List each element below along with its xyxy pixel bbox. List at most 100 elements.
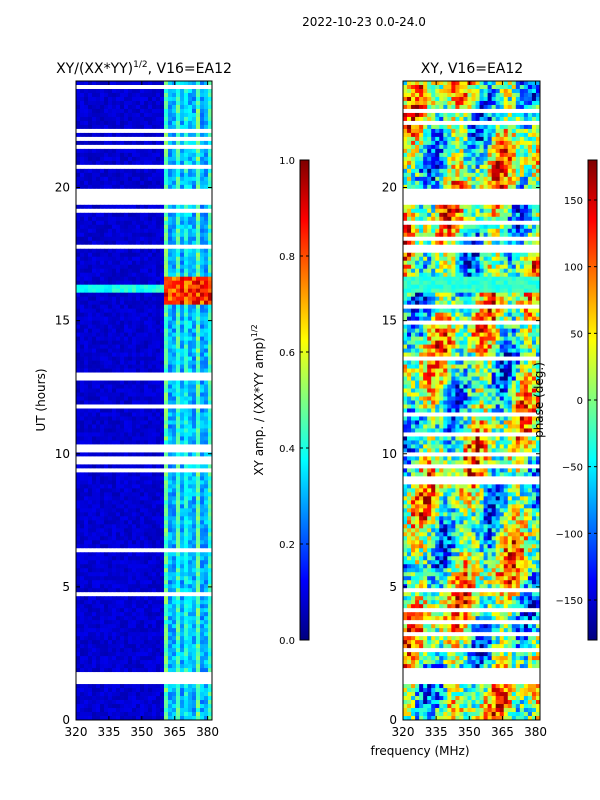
amplitude-cell: [84, 260, 89, 266]
amplitude-cell: [124, 588, 129, 593]
amplitude-cell: [112, 320, 117, 326]
amplitude-cell: [88, 592, 93, 597]
amplitude-cell: [108, 424, 113, 429]
amplitude-cell: [80, 212, 85, 218]
amplitude-cell: [152, 220, 157, 226]
amplitude-cell: [96, 612, 101, 617]
amplitude-cell: [156, 248, 161, 254]
amplitude-cell: [88, 528, 93, 533]
amplitude-cell: [104, 348, 109, 353]
amplitude-cell: [188, 268, 193, 274]
amplitude-cell: [204, 172, 209, 178]
amplitude-cell: [200, 280, 205, 286]
amplitude-cell: [128, 124, 133, 130]
amplitude-cell: [184, 304, 189, 310]
amplitude-cell: [104, 312, 109, 318]
amplitude-cell: [196, 272, 201, 278]
amplitude-cell: [184, 196, 189, 202]
amplitude-cell: [164, 180, 169, 186]
amplitude-cell: [112, 164, 117, 170]
amplitude-cell: [116, 628, 121, 633]
amplitude-cell: [184, 412, 189, 417]
amplitude-cell: [164, 572, 169, 577]
amplitude-cell: [84, 108, 89, 114]
amplitude-cell: [160, 652, 165, 657]
amplitude-cell: [196, 652, 201, 657]
amplitude-cell: [96, 600, 101, 605]
amplitude-cell: [104, 548, 109, 553]
amplitude-cell: [196, 524, 201, 529]
amplitude-cell: [96, 280, 101, 286]
amplitude-cell: [200, 652, 205, 657]
amplitude-cell: [204, 380, 209, 385]
amplitude-cell: [116, 636, 121, 641]
amplitude-cell: [136, 348, 141, 353]
amplitude-cell: [88, 312, 93, 318]
amplitude-cell: [152, 620, 157, 625]
amplitude-cell: [196, 452, 201, 457]
amplitude-cell: [204, 448, 209, 453]
amplitude-cell: [112, 176, 117, 182]
amplitude-cell: [204, 660, 209, 665]
amplitude-cell: [104, 552, 109, 557]
amplitude-cell: [144, 308, 149, 314]
amplitude-cell: [80, 296, 85, 302]
amplitude-cell: [192, 352, 197, 357]
amplitude-cell: [156, 572, 161, 577]
amplitude-cell: [92, 392, 97, 397]
amplitude-cell: [88, 556, 93, 561]
amplitude-cell: [192, 356, 197, 361]
amplitude-cell: [184, 264, 189, 270]
amplitude-cell: [184, 560, 189, 565]
amplitude-cell: [156, 280, 161, 286]
amplitude-cell: [208, 108, 213, 114]
amplitude-cell: [200, 568, 205, 573]
amplitude-cell: [184, 496, 189, 501]
amplitude-cell: [172, 336, 177, 341]
amplitude-cell: [168, 648, 173, 653]
amplitude-cell: [140, 224, 145, 230]
amplitude-cell: [128, 448, 133, 453]
amplitude-cell: [144, 284, 149, 290]
amplitude-cell: [184, 81, 189, 86]
amplitude-cell: [88, 132, 93, 138]
amplitude-cell: [100, 332, 105, 337]
amplitude-cell: [132, 392, 137, 397]
amplitude-cell: [92, 588, 97, 593]
amplitude-cell: [136, 664, 141, 669]
amplitude-cell: [192, 116, 197, 122]
amplitude-cell: [148, 596, 153, 601]
amplitude-cell: [116, 476, 121, 481]
amplitude-cell: [148, 664, 153, 669]
amplitude-cell: [96, 132, 101, 138]
amplitude-cell: [120, 492, 125, 497]
amplitude-cell: [196, 624, 201, 629]
amplitude-cell: [180, 632, 185, 637]
amplitude-cell: [148, 284, 153, 290]
amplitude-cell: [132, 632, 137, 637]
amplitude-cell: [136, 492, 141, 497]
amplitude-cell: [148, 556, 153, 561]
amplitude-cell: [188, 632, 193, 637]
amplitude-cell: [88, 156, 93, 162]
amplitude-cell: [176, 588, 181, 593]
amplitude-cell: [184, 448, 189, 453]
amplitude-cell: [88, 608, 93, 613]
amplitude-cell: [160, 84, 165, 90]
amplitude-cell: [184, 112, 189, 118]
amplitude-cell: [80, 144, 85, 150]
amplitude-cell: [204, 300, 209, 306]
amplitude-cell: [120, 536, 125, 541]
amplitude-cell: [108, 216, 113, 222]
amplitude-cell: [172, 256, 177, 262]
amplitude-cell: [124, 464, 129, 469]
amplitude-cell: [80, 408, 85, 413]
amplitude-cell: [184, 176, 189, 182]
amplitude-cell: [80, 568, 85, 573]
amplitude-cell: [152, 528, 157, 533]
amplitude-cell: [112, 428, 117, 433]
amplitude-cell: [76, 228, 81, 234]
amplitude-cell: [96, 540, 101, 545]
amplitude-cell: [196, 156, 201, 162]
amplitude-cell: [188, 348, 193, 353]
